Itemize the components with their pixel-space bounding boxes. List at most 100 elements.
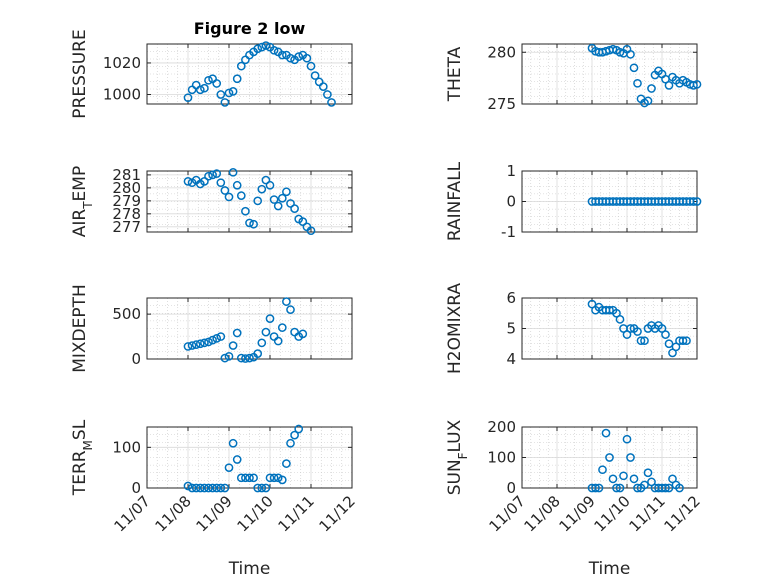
y-tick-label: 4	[506, 350, 516, 368]
data-point	[224, 463, 234, 473]
data-point	[661, 483, 670, 493]
y-tick-label: 1	[506, 162, 516, 180]
y-tick-label: 280	[487, 43, 516, 61]
data-point	[224, 192, 234, 202]
data-point	[228, 438, 238, 448]
y-tick-label: 1000	[103, 86, 141, 104]
minor-grid	[147, 298, 352, 359]
data-point	[187, 483, 197, 493]
data-point	[212, 483, 222, 493]
x-tick-label: 11/11	[626, 492, 669, 535]
y-tick-label: 0	[506, 193, 516, 211]
data-point	[643, 96, 653, 106]
data-point	[622, 434, 632, 444]
axes-box	[146, 43, 353, 105]
data-point	[612, 483, 621, 493]
data-point	[629, 474, 639, 484]
y-tick-label: 5	[506, 320, 516, 338]
data-point	[208, 335, 217, 345]
data-point	[640, 480, 649, 490]
data-point	[286, 199, 295, 208]
data-point	[257, 483, 267, 493]
data-point	[232, 74, 242, 84]
y-tick-label: 277	[112, 218, 141, 236]
data-point	[269, 45, 279, 55]
y-axis-label-8: SUNFLUX	[445, 419, 470, 495]
data-point	[692, 79, 702, 89]
data-point	[664, 483, 674, 493]
data-point	[633, 483, 642, 493]
data-point	[236, 191, 246, 201]
data-point	[208, 170, 217, 180]
data-point	[286, 305, 295, 315]
data-point	[261, 175, 271, 185]
data-point	[220, 483, 230, 493]
y-tick-label: 281	[112, 166, 141, 184]
data-point	[183, 93, 193, 103]
data-series	[183, 297, 308, 363]
data-series	[587, 428, 684, 493]
data-point	[249, 219, 258, 229]
x-tick-label: 11/09	[193, 492, 236, 535]
data-point	[220, 353, 230, 363]
data-point	[241, 473, 250, 483]
data-point	[273, 201, 283, 211]
data-point	[200, 177, 209, 186]
y-axis-label-7: TERRMSL	[70, 419, 95, 496]
data-point	[253, 349, 263, 358]
data-point	[220, 186, 230, 195]
data-point	[619, 471, 628, 481]
y-axis-label-2: THETA	[445, 46, 465, 102]
data-point	[692, 197, 702, 206]
data-point	[195, 483, 205, 493]
data-point	[187, 341, 197, 350]
data-point	[236, 473, 246, 483]
x-tick-label: 11/10	[234, 492, 277, 535]
data-point	[626, 324, 635, 333]
data-point	[228, 341, 238, 350]
y-axis-label-1: PRESSURE	[70, 29, 90, 118]
subplot-5: 0 500 MIXDEPTH	[70, 284, 353, 373]
minor-grid	[147, 171, 352, 232]
data-point	[601, 428, 611, 438]
data-point	[327, 98, 336, 107]
data-point	[318, 82, 328, 91]
data-point	[212, 169, 222, 178]
data-point	[605, 453, 614, 462]
data-point	[664, 339, 674, 349]
x-tick-label: 11/11	[275, 492, 318, 535]
data-point	[290, 430, 299, 440]
data-point	[636, 336, 646, 346]
minor-grid	[522, 44, 697, 104]
data-point	[310, 71, 320, 80]
data-point	[277, 50, 287, 60]
y-tick-label: 0	[131, 350, 141, 368]
data-point	[298, 217, 308, 226]
data-point	[675, 483, 684, 493]
subplot-6: 4 5 6 H2OMIXRA	[445, 283, 698, 374]
x-tick-label: 11/12	[316, 492, 359, 535]
data-point	[661, 330, 670, 339]
y-axis-label-6: H2OMIXRA	[445, 283, 465, 374]
data-point	[282, 187, 291, 197]
data-point	[265, 473, 275, 483]
data-point	[208, 483, 217, 493]
data-point	[224, 88, 234, 98]
data-point	[608, 474, 618, 484]
x-axis-label: Time	[588, 559, 631, 579]
data-point	[245, 218, 254, 228]
data-point	[191, 340, 201, 349]
data-point	[183, 342, 193, 351]
data-point	[269, 195, 279, 204]
data-point	[306, 226, 316, 236]
data-point	[183, 481, 193, 491]
y-tick-label: 6	[506, 289, 516, 307]
y-tick-label: -1	[501, 223, 516, 241]
data-point	[598, 465, 607, 475]
data-point	[261, 327, 271, 337]
data-point	[594, 483, 604, 493]
y-axis-label-4: RAINFALL	[445, 161, 465, 241]
data-point	[253, 196, 263, 206]
